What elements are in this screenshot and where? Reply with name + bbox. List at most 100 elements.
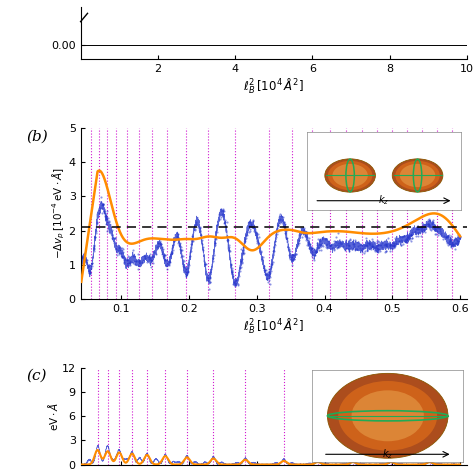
Point — [282, 234, 290, 242]
Point — [223, 219, 230, 226]
Point — [328, 241, 335, 249]
Point — [453, 237, 460, 245]
Point — [276, 215, 284, 223]
Point — [369, 242, 377, 250]
Point — [102, 212, 109, 219]
Point — [314, 243, 322, 251]
Point — [168, 248, 176, 255]
Point — [175, 241, 183, 249]
Point — [139, 256, 146, 264]
Point — [212, 228, 219, 235]
Point — [386, 240, 393, 247]
Point — [359, 241, 366, 249]
Point — [307, 246, 315, 253]
Point — [407, 230, 415, 238]
Point — [158, 243, 166, 251]
Point — [311, 251, 319, 258]
Point — [170, 237, 177, 245]
Point — [295, 236, 302, 243]
Point — [445, 232, 452, 240]
Point — [448, 241, 456, 248]
Point — [88, 260, 96, 267]
Point — [361, 247, 369, 255]
Point — [373, 247, 381, 255]
Point — [196, 224, 203, 231]
Point — [89, 259, 96, 267]
Point — [116, 244, 123, 251]
Point — [243, 231, 250, 239]
Point — [174, 235, 182, 242]
Point — [95, 210, 102, 217]
Point — [331, 241, 339, 249]
Point — [295, 239, 303, 247]
Point — [267, 263, 275, 271]
Point — [237, 257, 245, 265]
Point — [102, 213, 110, 220]
Point — [413, 229, 421, 237]
Point — [342, 244, 349, 252]
Point — [218, 207, 225, 215]
Point — [408, 224, 416, 232]
Point — [159, 252, 167, 259]
Point — [180, 257, 188, 265]
Point — [307, 246, 315, 254]
Point — [123, 262, 130, 269]
Point — [378, 239, 385, 247]
Point — [391, 234, 399, 242]
Point — [333, 243, 341, 250]
Point — [446, 237, 454, 244]
Point — [373, 246, 380, 254]
Point — [126, 259, 133, 267]
Point — [123, 256, 131, 264]
Point — [326, 241, 334, 248]
Point — [447, 237, 454, 245]
Point — [127, 259, 134, 267]
Point — [364, 242, 371, 249]
Point — [315, 246, 323, 254]
Point — [383, 247, 390, 255]
Point — [334, 243, 342, 251]
Point — [184, 264, 191, 272]
Point — [411, 228, 419, 235]
Point — [273, 227, 280, 235]
Point — [196, 225, 204, 232]
Point — [330, 246, 338, 254]
Point — [183, 268, 191, 275]
Point — [86, 269, 93, 277]
Point — [135, 257, 142, 265]
Point — [309, 254, 317, 262]
Point — [191, 221, 199, 229]
Point — [407, 231, 414, 238]
Point — [308, 248, 316, 256]
Point — [118, 253, 126, 260]
Point — [351, 245, 359, 253]
Point — [383, 241, 390, 249]
Point — [124, 256, 132, 264]
Point — [424, 220, 432, 228]
Point — [92, 227, 100, 235]
Point — [205, 270, 212, 277]
Point — [310, 251, 318, 258]
Point — [224, 236, 231, 244]
Point — [98, 201, 106, 209]
Point — [399, 240, 406, 247]
Point — [324, 237, 332, 245]
Point — [255, 242, 263, 250]
Point — [389, 239, 397, 246]
Point — [417, 225, 425, 232]
Point — [337, 239, 344, 247]
Point — [374, 246, 382, 253]
Point — [444, 241, 452, 249]
Point — [120, 258, 128, 266]
Point — [405, 233, 412, 240]
Point — [335, 243, 343, 251]
Point — [218, 210, 226, 218]
Point — [283, 226, 291, 234]
Point — [80, 256, 87, 264]
Point — [176, 242, 183, 250]
Point — [228, 268, 236, 275]
Point — [233, 279, 241, 287]
Point — [301, 228, 308, 236]
Point — [257, 247, 264, 255]
Point — [447, 239, 455, 247]
